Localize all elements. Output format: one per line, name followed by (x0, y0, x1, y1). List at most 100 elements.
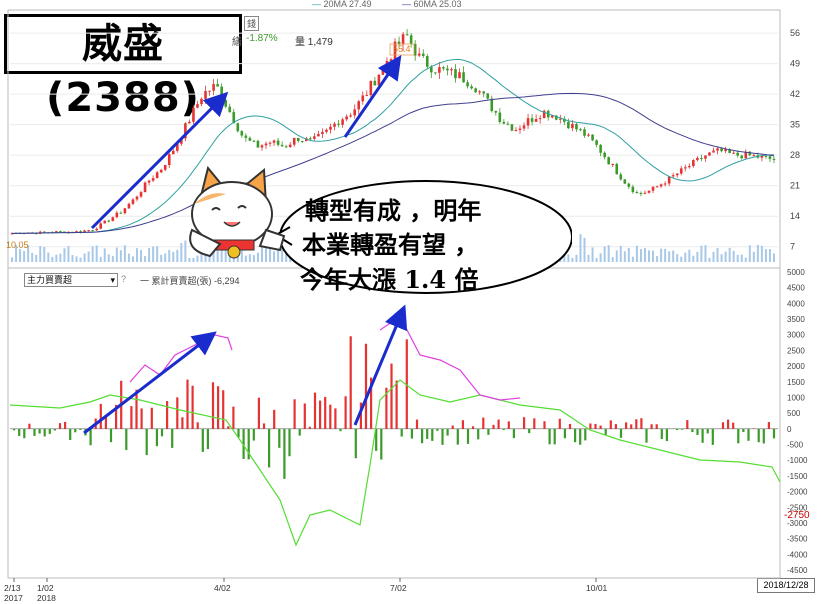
volume-bar (708, 257, 711, 262)
candle-body (724, 149, 727, 152)
volume-bar (656, 256, 659, 262)
buysell-bar (589, 423, 592, 429)
buysell-bar (74, 428, 77, 433)
volume-bar (603, 246, 606, 262)
candle-body (740, 155, 744, 159)
candle-body (587, 134, 590, 136)
volume-bar (652, 250, 655, 262)
buysell-bar (482, 417, 485, 429)
indicator-tick-label: -4500 (787, 566, 808, 575)
candle-body (692, 160, 695, 167)
volume-bar (11, 257, 14, 262)
tool-button-fragment[interactable]: 錢 (244, 16, 260, 31)
buysell-bar (421, 428, 424, 444)
buysell-bar (380, 428, 383, 460)
buysell-bar (232, 406, 235, 429)
volume-bar (23, 251, 26, 262)
volume-bar (67, 246, 70, 262)
candle-body (252, 140, 256, 142)
price-tick-label: 42 (790, 89, 800, 99)
indicator-tick-label: 0 (787, 425, 792, 434)
volume-bar (35, 254, 38, 262)
volume-bar (27, 245, 30, 262)
candle-body (208, 90, 211, 92)
volume-bar (140, 249, 143, 262)
volume-bar (627, 247, 630, 262)
buysell-bar (196, 422, 199, 429)
candle-body (462, 72, 465, 83)
buysell-bar (405, 339, 408, 429)
buysell-bar (64, 421, 67, 429)
volume-bar (680, 256, 683, 262)
candle-body (442, 67, 445, 69)
candle-body (59, 231, 62, 233)
buysell-bar (533, 418, 536, 429)
buysell-bar (181, 417, 184, 429)
buysell-bar (400, 428, 403, 437)
buysell-bar (619, 428, 623, 438)
volume-bar (712, 251, 715, 262)
candle-body (696, 157, 699, 161)
buysell-bar (33, 428, 36, 436)
candle-body (216, 84, 219, 87)
candle-body (151, 178, 155, 181)
buysell-bar (477, 428, 480, 440)
last-value-label: -2750 (784, 510, 810, 521)
candle-body (292, 137, 296, 145)
buysell-bar (415, 419, 419, 429)
buysell-bar (227, 426, 230, 429)
buysell-bar (150, 407, 153, 429)
candle-body (256, 140, 260, 148)
buysell-bar (395, 380, 398, 429)
buysell-bar (125, 428, 128, 451)
indicator-tick-label: -1000 (787, 456, 808, 465)
indicator-tick-label: 3500 (787, 315, 805, 324)
buysell-bar (201, 428, 204, 452)
volume-bar (748, 245, 751, 262)
buysell-bar (293, 399, 296, 429)
candle-body (115, 212, 119, 218)
buysell-bar (186, 379, 189, 429)
volume-bar (664, 248, 667, 262)
candle-body (176, 143, 179, 151)
indicator-select[interactable]: 主力買賣超 (24, 273, 118, 287)
candle-body (514, 129, 518, 131)
volume-bar (700, 245, 703, 262)
buysell-bar (528, 428, 531, 434)
volume-bar (260, 245, 263, 262)
candle-body (510, 124, 514, 131)
candle-body (373, 80, 377, 86)
volume-bar (123, 245, 126, 262)
buysell-bar (512, 428, 515, 439)
buysell-bar (711, 428, 714, 445)
x-tick-label-year: 2017 (4, 593, 23, 603)
volume-bar (563, 255, 566, 262)
volume-bar (740, 254, 743, 262)
candle-body (567, 121, 570, 129)
candle-body (284, 146, 288, 148)
buysell-bar (390, 363, 393, 429)
candle-body (236, 123, 240, 132)
volume-bar (83, 253, 86, 262)
buysell-bar (354, 428, 357, 459)
candle-body (349, 115, 352, 117)
volume-bar (252, 255, 255, 262)
volume-bar (599, 253, 602, 262)
candle-body (434, 72, 437, 74)
volume-bar (744, 257, 747, 262)
buysell-bar (553, 428, 556, 445)
candle-body (196, 104, 199, 108)
candle-body (212, 84, 215, 91)
buysell-bar (594, 423, 597, 429)
change-pct: -1.87% (246, 33, 278, 44)
candle-body (575, 123, 578, 130)
volume-bar (39, 246, 42, 262)
volume-bar (732, 250, 735, 262)
candle-body (530, 118, 534, 122)
candle-body (268, 142, 272, 144)
candle-body (240, 131, 244, 136)
help-icon[interactable]: ? (121, 274, 127, 284)
indicator-tick-label: -4000 (787, 550, 808, 559)
buysell-bar (497, 419, 500, 429)
candle-body (200, 98, 203, 105)
